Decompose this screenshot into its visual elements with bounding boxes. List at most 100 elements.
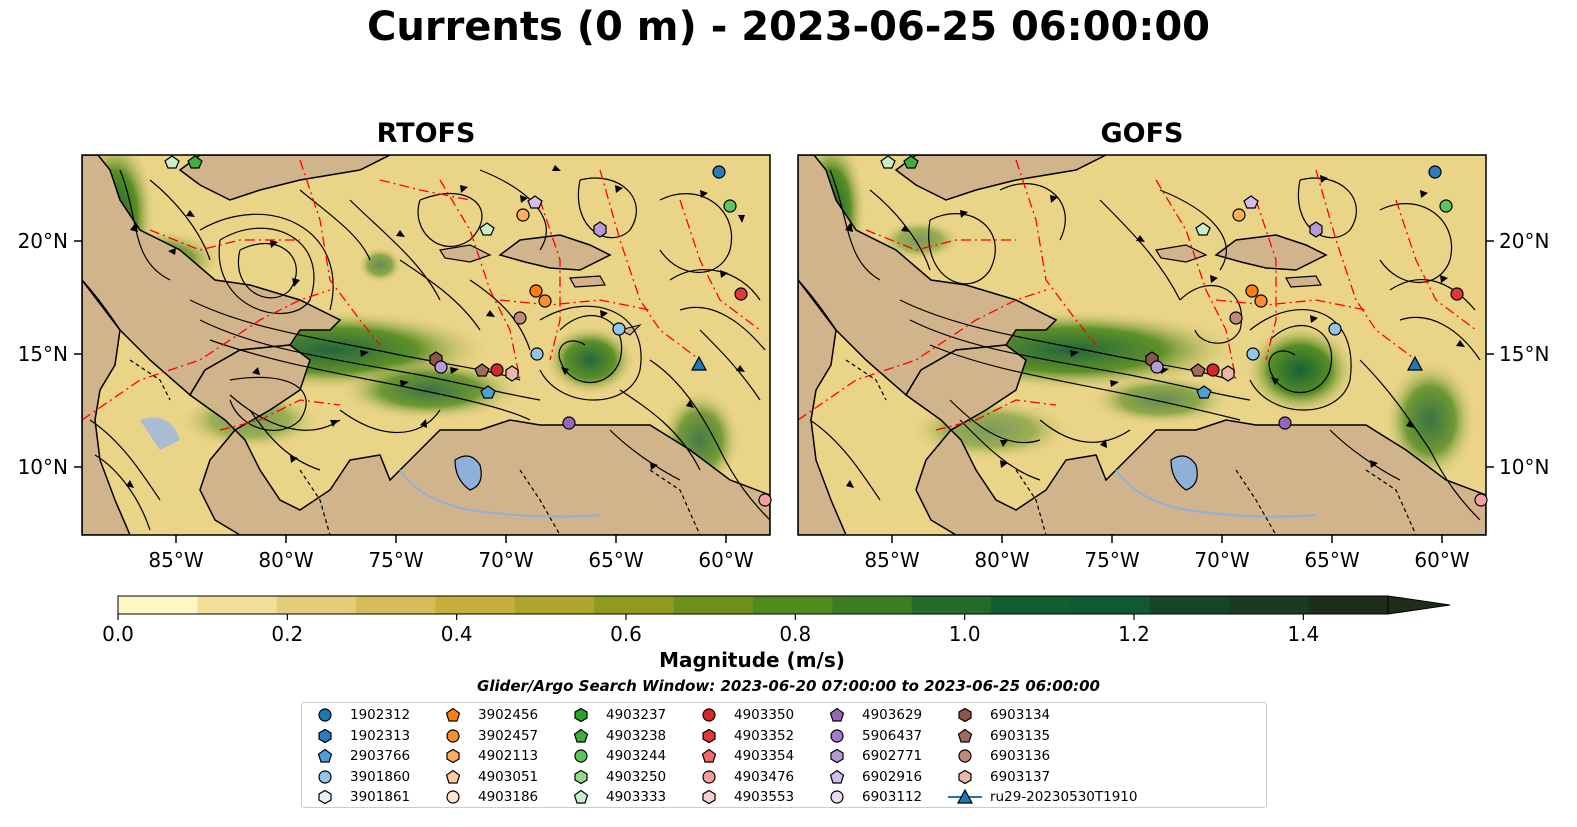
colorbar-tick-label: 1.2 [1118,622,1150,646]
colorbar-segment [753,596,833,614]
colorbar-segment [1070,596,1151,614]
lon-label: 85°W [148,548,203,572]
lat-label-15n-left: 15°N [18,342,68,366]
legend-marker-icon [957,728,973,743]
legend-marker-icon [445,769,461,784]
lon-label: 75°W [368,548,423,572]
legend-item-label: 6903134 [990,707,1051,723]
legend-marker-icon [702,790,716,805]
legend-marker-icon [318,728,332,743]
rtofs-float-markers [164,155,772,507]
legend-item-label: 4903333 [606,789,667,806]
legend-item-label: 2903766 [350,748,411,765]
colorbar-segment [514,596,595,614]
legend-item-label: 4903352 [734,727,795,744]
colorbar-segment [911,596,992,614]
legend-item-label: 3902456 [478,707,539,723]
legend-item-label: 6903136 [990,748,1051,765]
legend-marker-icon [830,728,844,743]
legend-marker-icon [318,770,332,784]
legend-item-label: 1902313 [350,727,411,744]
legend-item-label: 4903237 [606,707,667,723]
rtofs-eez-lines [82,159,761,431]
lon-label: 60°W [1414,548,1469,572]
legend-marker-icon [445,707,461,722]
lon-label: 70°W [478,548,533,572]
colorbar-tick-label: 0.4 [441,622,473,646]
legend-item-label: 3901860 [350,768,411,785]
colorbar-segment [832,596,913,614]
gofs-float-markers [880,155,1488,507]
rtofs-land-south-america [189,344,770,535]
lon-label: 75°W [1084,548,1139,572]
legend-item-label: 4903553 [734,789,795,806]
legend-item-label: 6903112 [862,789,923,806]
axis-ticks [74,240,1494,543]
colorbar-segment [1149,596,1230,614]
rtofs-land-hispaniola [498,234,612,271]
legend-item-label: 5906437 [862,727,923,744]
legend-marker-icon [574,769,588,784]
colorbar [117,595,1451,615]
colorbar-tick-label: 1.4 [1287,622,1319,646]
legend-item-label: 4902113 [478,748,539,765]
legend-marker-icon [702,708,716,722]
colorbar-segment [1308,596,1389,614]
axis-labels: 20°N 15°N 10°N 20°N 15°N 10°N 85°W 80°W … [18,229,1550,572]
float-legend: 1902312 1902313 2903766 3901860 3901861 39024… [301,702,1267,808]
legend-item-label: 3902457 [478,727,539,744]
colorbar-segment [276,596,357,614]
legend-marker-icon [318,790,332,805]
legend-marker-icon [446,748,460,764]
lon-label: 60°W [698,548,753,572]
legend-item-label: 4903250 [606,768,667,785]
rtofs-map [82,155,770,535]
legend-marker-icon [948,789,982,804]
legend-marker-icon [573,728,589,743]
legend-item-label: 6903137 [990,768,1051,785]
legend-item-label: 4903051 [478,768,539,785]
legend-marker-icon [830,790,844,804]
lon-label: 65°W [1304,548,1359,572]
figure-title: Currents (0 m) - 2023-06-25 06:00:00 [367,4,1210,50]
gofs-streamlines [809,169,1481,521]
legend-item-label: 4903238 [606,727,667,744]
legend-marker-icon [702,728,716,743]
colorbar-extend-arrow [1387,595,1451,615]
colorbar-tick-label: 1.0 [949,622,981,646]
rtofs-streamlines [89,169,770,531]
legend-marker-icon [446,728,460,743]
gofs-map [798,155,1486,535]
legend-item-label: 4903244 [606,748,667,765]
legend-marker-icon [958,769,972,784]
lon-label: 65°W [588,548,643,572]
legend-item-label: 6902916 [862,768,923,785]
legend-marker-icon [702,770,716,784]
rtofs-map-frame [81,154,771,536]
legend-item-label: ru29-20230530T1910 [990,789,1138,806]
rtofs-streamline-arrows [126,165,745,488]
legend-marker-icon [958,749,972,763]
colorbar-segment [435,596,516,614]
colorbar-label: Magnitude (m/s) [659,648,845,672]
lat-label-20n-left: 20°N [18,229,68,253]
legend-item-label: 4903354 [734,748,795,765]
lon-label: 80°W [258,548,313,572]
colorbar-frame [117,595,1389,615]
legend-marker-icon [958,707,972,723]
lon-label: 70°W [1194,548,1249,572]
colorbar-segment [197,596,278,614]
colorbar-tick-label: 0.0 [102,622,134,646]
rtofs-land-cuba [178,155,391,201]
colorbar-tick-label: 0.6 [610,622,642,646]
legend-item-label: 1902312 [350,707,411,723]
legend-item-label: 6902771 [862,748,923,765]
lat-label-10n-left: 10°N [18,455,68,479]
lon-label: 85°W [864,548,919,572]
search-window-label: Glider/Argo Search Window: 2023-06-20 07… [477,677,1100,695]
lat-label-15n-right: 15°N [1499,342,1549,366]
legend-item-label: 4903350 [734,707,795,723]
colorbar-segment [1229,596,1310,614]
panel-title-gofs: GOFS [1100,118,1184,149]
colorbar-segment [673,596,754,614]
